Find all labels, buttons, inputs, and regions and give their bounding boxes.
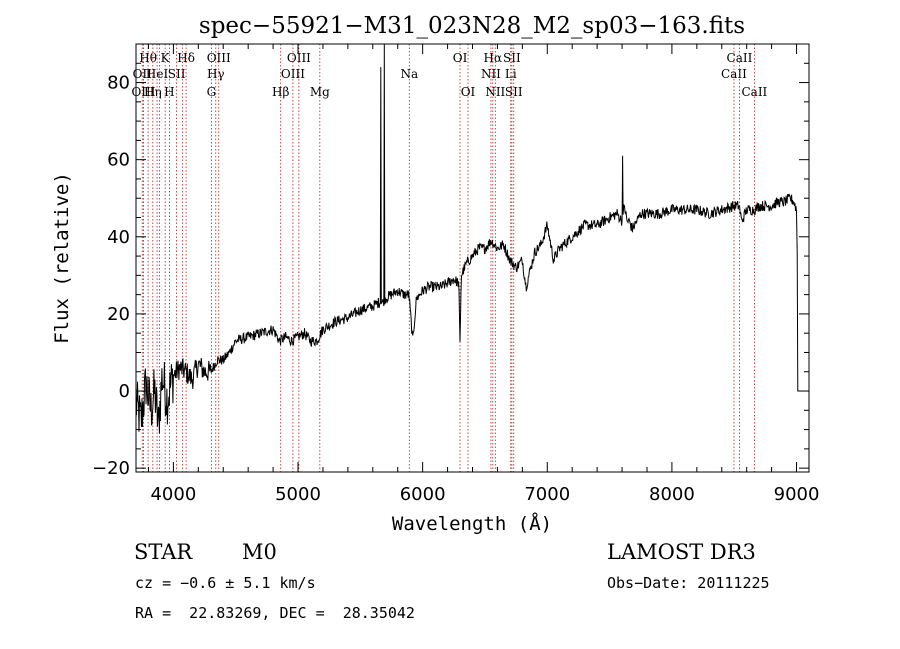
survey-name: LAMOST DR3 [607, 540, 756, 564]
spectrum-series [135, 43, 800, 434]
line-marker-label: NII [485, 85, 505, 99]
line-marker-label: Hγ [207, 67, 225, 81]
line-marker-label: CaII [741, 85, 767, 99]
y-tick-label: 0 [119, 381, 130, 402]
line-marker-label: OIII [287, 51, 311, 65]
x-tick-label: 6000 [400, 484, 446, 505]
coordinates: RA = 22.83269, DEC = 28.35042 [135, 604, 415, 622]
spectrum-line [135, 43, 800, 434]
object-class: STAR [134, 540, 193, 564]
y-tick-label: 20 [107, 304, 130, 325]
x-axis-ticks: 4000 5000 6000 7000 8000 9000 [147, 44, 820, 505]
line-marker-label: SII [503, 51, 521, 65]
redshift-readout: cz = −0.6 ± 5.1 km/s [135, 574, 316, 592]
x-axis-label: Wavelength (Å) [392, 512, 552, 535]
obs-date: Obs−Date: 20111225 [607, 574, 770, 592]
spectrum-chart: spec−55921−M31_023N28_M2_sp03−163.fits O… [51, 13, 820, 535]
line-marker-label: G [207, 85, 217, 99]
line-marker-label: Na [400, 67, 418, 81]
x-tick-label: 4000 [150, 484, 196, 505]
line-marker-label: OIII [131, 85, 155, 99]
line-marker-label: K [161, 51, 171, 65]
line-marker-label: CaII [721, 67, 747, 81]
line-marker-label: HeI [146, 67, 169, 81]
line-marker-label: OI [461, 85, 476, 99]
y-tick-label: −20 [92, 458, 130, 479]
plot-frame [135, 43, 810, 473]
line-marker-label: H [164, 85, 174, 99]
chart-title: spec−55921−M31_023N28_M2_sp03−163.fits [199, 13, 745, 39]
spectral-line-markers: OII OIII Hθ Hη HeI K H SII Hδ G Hγ OIII Hβ OIII OIII Mg… [131, 44, 768, 472]
line-marker-label: Mg [310, 85, 330, 99]
y-tick-label: 80 [107, 73, 130, 94]
line-marker-label: CaII [727, 51, 753, 65]
line-marker-label: SII [168, 67, 186, 81]
line-marker-label: SII [505, 85, 523, 99]
x-tick-label: 9000 [774, 484, 820, 505]
y-axis-label: Flux (relative) [51, 172, 73, 344]
line-marker-label: Hη [144, 85, 162, 99]
line-marker-label: OIII [207, 51, 231, 65]
line-marker-label: OI [453, 51, 468, 65]
line-marker-label: Hα [484, 51, 503, 65]
y-tick-label: 40 [107, 227, 130, 248]
line-marker-label: OIII [281, 67, 305, 81]
x-tick-label: 7000 [524, 484, 570, 505]
line-marker-label: OII [133, 67, 153, 81]
line-marker-label: Hβ [272, 85, 289, 99]
line-marker-label: Li [505, 67, 517, 81]
x-tick-label: 8000 [649, 484, 695, 505]
line-marker-label: Hθ [139, 51, 157, 65]
line-marker-label: NII [481, 67, 501, 81]
line-marker-label: Hδ [177, 51, 195, 65]
y-axis-ticks: −20 0 20 40 60 80 [92, 43, 809, 479]
subclass: M0 [242, 540, 277, 564]
y-tick-label: 60 [107, 150, 130, 171]
x-tick-label: 5000 [275, 484, 321, 505]
